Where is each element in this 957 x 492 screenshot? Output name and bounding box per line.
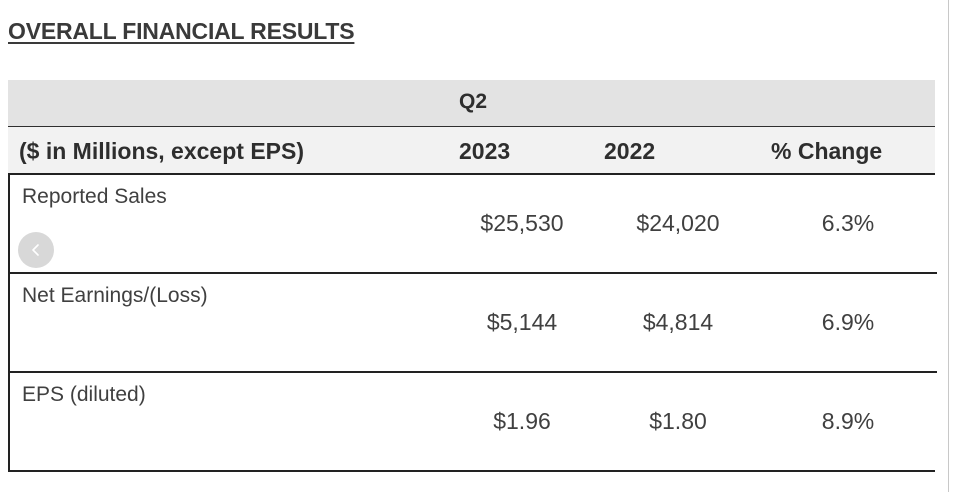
column-header-2023: 2023 (459, 138, 511, 164)
table-row: EPS (diluted) $1.96 $1.80 8.9% (10, 373, 937, 470)
carousel-prev-button[interactable] (18, 232, 54, 268)
value-2023: $1.96 (493, 408, 551, 434)
page-title: OVERALL FINANCIAL RESULTS (8, 18, 355, 44)
column-header-change: % Change (771, 138, 883, 164)
chevron-left-icon (32, 244, 39, 256)
row-label: EPS (diluted) (22, 383, 146, 406)
table-period-row: Q2 (8, 80, 935, 127)
table-row: Net Earnings/(Loss) $5,144 $4,814 6.9% (10, 274, 937, 373)
value-2022: $1.80 (649, 408, 707, 434)
page-edge-divider (948, 0, 949, 492)
column-header-2022: 2022 (604, 138, 656, 164)
table-header-row: ($ in Millions, except EPS) 2023 2022 % … (8, 127, 935, 173)
value-change: 8.9% (821, 408, 875, 434)
value-change: 6.9% (821, 309, 875, 335)
value-change: 6.3% (821, 210, 875, 236)
table-row: Reported Sales $25,530 $24,020 6.3% (10, 175, 937, 274)
financial-results-table: Q2 ($ in Millions, except EPS) 2023 2022… (8, 80, 937, 472)
table-body: Reported Sales $25,530 $24,020 6.3% Net … (8, 173, 937, 472)
row-label: Net Earnings/(Loss) (22, 284, 208, 307)
period-label: Q2 (459, 90, 488, 113)
column-header-label: ($ in Millions, except EPS) (19, 138, 305, 164)
value-2022: $4,814 (642, 309, 714, 335)
row-label: Reported Sales (22, 185, 167, 208)
value-2022: $24,020 (636, 210, 720, 236)
value-2023: $5,144 (486, 309, 558, 335)
value-2023: $25,530 (480, 210, 564, 236)
